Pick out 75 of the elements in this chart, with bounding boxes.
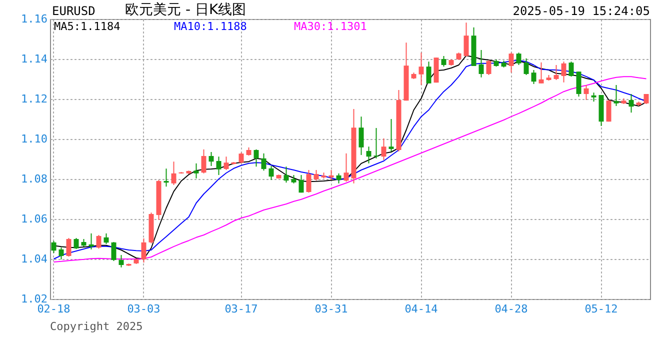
candlestick xyxy=(606,100,612,122)
candlestick xyxy=(254,148,259,168)
x-tick-label: 03-31 xyxy=(314,302,348,316)
candlestick xyxy=(388,118,394,152)
candlestick xyxy=(508,52,514,74)
text: Copyright 2025 xyxy=(50,320,143,333)
candlestick xyxy=(314,170,319,182)
y-tick-label: 1.16 xyxy=(21,12,48,26)
candlestick xyxy=(201,148,206,174)
candlestick xyxy=(568,61,574,78)
candlestick xyxy=(531,70,536,84)
candlestick xyxy=(208,152,214,166)
candlestick xyxy=(381,138,386,160)
y-tick-label: 1.06 xyxy=(21,212,48,226)
text: MA10:1.1188 xyxy=(174,20,247,33)
candlestick xyxy=(238,152,244,164)
candlestick xyxy=(336,172,342,184)
chart-subtitle: EURUSD xyxy=(52,4,96,18)
candlestick xyxy=(561,61,566,83)
y-tick-label: 1.08 xyxy=(21,172,48,186)
text: MA5:1.1184 xyxy=(54,20,121,33)
candlestick xyxy=(344,152,349,182)
candlestick xyxy=(524,58,529,76)
candlestick xyxy=(366,146,372,164)
candlestick xyxy=(164,168,169,188)
candlestick xyxy=(284,166,289,184)
y-tick-label: 1.12 xyxy=(21,92,48,106)
candlestick xyxy=(464,22,469,58)
candlestick xyxy=(88,232,94,250)
x-tick-label: 03-03 xyxy=(127,302,160,316)
x-tick-label: 04-28 xyxy=(494,302,528,316)
candlestick xyxy=(478,50,484,78)
candlestick xyxy=(628,94,634,114)
candlestick xyxy=(171,161,176,186)
candlestick xyxy=(554,64,559,80)
candlestick xyxy=(51,240,56,254)
x-tick-label: 03-17 xyxy=(224,302,258,316)
candlestick xyxy=(538,62,544,84)
y-tick-label: 1.14 xyxy=(21,52,48,66)
candlestick xyxy=(374,128,379,159)
y-tick-label: 1.02 xyxy=(21,292,48,306)
candlestick xyxy=(358,116,364,156)
candlestick xyxy=(141,238,146,264)
candlestick xyxy=(111,242,116,262)
candlestick xyxy=(58,246,64,260)
candlestick xyxy=(614,84,619,106)
candlestick xyxy=(418,52,424,86)
candlestick xyxy=(268,166,274,180)
candlestick xyxy=(261,152,266,172)
x-tick-label: 05-12 xyxy=(584,302,618,316)
text: 2025-05-19 15:24:05 xyxy=(512,4,650,18)
candlestick xyxy=(584,84,589,100)
candlestick xyxy=(216,156,222,176)
candlestick xyxy=(576,71,582,98)
candlestick xyxy=(224,156,229,170)
text: MA30:1.1301 xyxy=(294,20,367,33)
candlestick xyxy=(66,238,72,258)
candlestick xyxy=(298,174,304,194)
candlestick xyxy=(328,170,334,180)
y-tick-label: 1.10 xyxy=(21,132,48,146)
y-tick-label: 1.04 xyxy=(21,252,48,266)
candlestick xyxy=(516,52,522,66)
candlestick xyxy=(194,162,199,179)
candlestick xyxy=(74,238,79,250)
x-tick-label: 02-18 xyxy=(37,302,70,316)
candlestick xyxy=(118,254,124,268)
candlestick xyxy=(426,61,432,84)
candlestick xyxy=(104,232,109,244)
candlestick xyxy=(441,56,446,68)
candlestick xyxy=(644,94,649,104)
candlestick xyxy=(306,170,312,194)
candlestick xyxy=(486,60,492,76)
chart-title: 欧元美元 - 日K线图 xyxy=(125,2,246,18)
x-tick-label: 04-14 xyxy=(404,302,438,316)
candlestick xyxy=(96,234,102,250)
